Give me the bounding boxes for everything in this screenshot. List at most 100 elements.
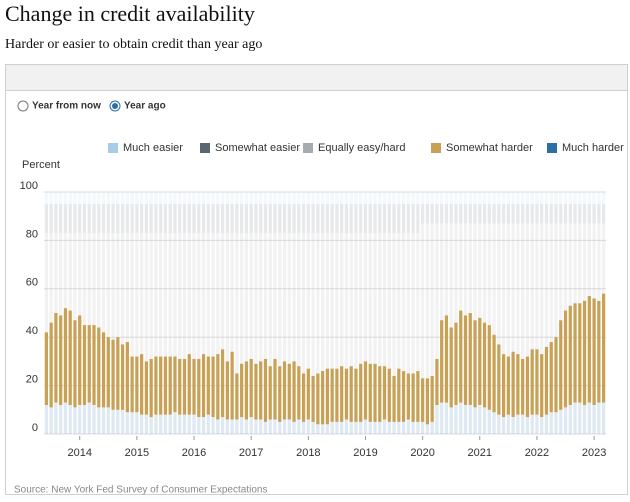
legend-label[interactable]: Much easier (123, 142, 183, 154)
bar-segment (492, 204, 496, 224)
legend-swatch[interactable] (303, 143, 313, 153)
bar-segment (211, 204, 215, 234)
bar-segment (435, 404, 439, 434)
bar-segment (44, 233, 49, 333)
bar-segment (344, 233, 349, 369)
bar-segment (587, 223, 591, 297)
radio-label[interactable]: Year from now (32, 101, 101, 112)
bar-segment (259, 233, 263, 362)
bar-segment (159, 204, 163, 234)
bar-segment (68, 404, 72, 434)
bar-segment (59, 315, 63, 405)
bar-segment (320, 204, 325, 234)
bar-segment (378, 233, 382, 367)
bar-segment (492, 192, 496, 205)
legend-label[interactable]: Somewhat harder (446, 142, 533, 154)
bar-segment (340, 366, 344, 422)
bar-segment (259, 419, 263, 434)
bar-segment (154, 192, 158, 205)
bar-segment (278, 421, 282, 434)
bar-segment (78, 404, 82, 434)
bar-segment (473, 320, 477, 408)
bar-segment (235, 192, 239, 205)
bar-segment (506, 192, 510, 205)
bar-segment (154, 204, 158, 234)
bar-segment (582, 204, 587, 224)
bar-segment (387, 233, 391, 369)
radio-label[interactable]: Year ago (124, 101, 166, 112)
legend-label[interactable]: Equally easy/hard (318, 142, 405, 154)
bar-segment (449, 192, 453, 205)
bar-segment (559, 204, 563, 224)
bar-segment (44, 204, 49, 234)
bar-segment (511, 417, 515, 434)
bar-segment (459, 310, 463, 403)
bar-segment (444, 192, 449, 205)
legend-swatch[interactable] (547, 143, 557, 153)
bar-segment (568, 204, 572, 224)
title: Change in credit availability (5, 1, 255, 26)
bar-segment (244, 361, 249, 420)
legend-swatch[interactable] (200, 143, 210, 153)
bar-segment (168, 204, 172, 234)
bar-segment (135, 233, 139, 357)
bar-segment (325, 424, 330, 434)
bar-segment (468, 313, 472, 405)
radio-button[interactable] (17, 100, 29, 112)
bar-segment (454, 204, 458, 224)
bar-segment (544, 414, 549, 434)
bar-segment (211, 417, 215, 434)
bar-segment (525, 204, 530, 224)
bar-segment (516, 204, 520, 224)
bar-segment (368, 233, 372, 364)
bar-segment (82, 204, 87, 234)
bar-segment (168, 192, 172, 205)
bar-segment (335, 421, 339, 434)
legend-swatch[interactable] (431, 143, 441, 153)
bar-segment (116, 409, 120, 434)
bar-segment (287, 419, 291, 434)
legend-label[interactable]: Somewhat easier (215, 142, 300, 154)
bar-segment (363, 233, 368, 362)
legend-swatch[interactable] (108, 143, 118, 153)
bar-segment (116, 233, 120, 338)
bar-segment (387, 192, 391, 205)
bar-segment (111, 204, 115, 234)
bar-segment (49, 192, 53, 205)
bar-segment (182, 204, 187, 234)
bar-segment (292, 361, 296, 422)
legend-label[interactable]: Much harder (562, 142, 624, 154)
bar-segment (197, 233, 201, 359)
bar-segment (192, 192, 196, 205)
bar-segment (68, 233, 72, 311)
bar-segment (563, 407, 568, 434)
bar-segment (521, 204, 525, 224)
bar-segment (135, 204, 139, 234)
y-tick-label: 60 (26, 277, 38, 289)
bar-segment (140, 414, 144, 434)
bar-segment (568, 404, 572, 434)
bar-segment (473, 192, 477, 205)
bar-segment (378, 421, 382, 434)
bar-segment (182, 233, 187, 359)
bar-segment (578, 204, 582, 224)
bar-segment (182, 192, 187, 205)
bar-segment (397, 368, 401, 422)
bar-segment (344, 204, 349, 234)
bar-segment (506, 356, 510, 415)
bar-segment (516, 192, 520, 205)
bar-segment (54, 204, 58, 234)
bar-segment (230, 233, 234, 352)
bar-segment (116, 204, 120, 234)
bar-segment (311, 192, 315, 205)
bar-segment (73, 407, 77, 434)
bar-segment (597, 300, 601, 403)
bar-segment (216, 233, 220, 355)
bar-segment (549, 223, 553, 343)
bar-segment (316, 373, 320, 425)
bar-segment (273, 204, 277, 234)
bar-segment (287, 204, 291, 234)
bar-segment (478, 204, 482, 224)
bar-segment (254, 233, 258, 364)
bar-segment (368, 204, 372, 234)
